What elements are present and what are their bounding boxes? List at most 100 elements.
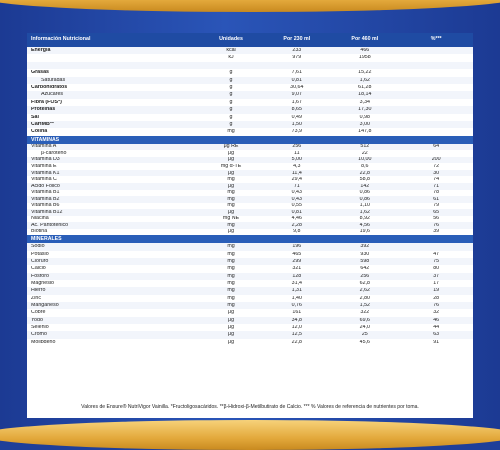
row-value-vr: 61 <box>433 196 440 202</box>
table-row: Hierro mg 1,31 2,62 19 <box>27 287 473 295</box>
row-value-230: 12,0 <box>291 325 302 331</box>
row-value-460: 61,28 <box>358 85 372 90</box>
row-value-230: 11 <box>294 150 300 156</box>
row-unit: mg <box>227 273 235 279</box>
table-row: Fósforo mg 128 256 37 <box>27 272 473 281</box>
row-unit: mg <box>227 203 235 209</box>
row-value-230: 31,4 <box>291 281 302 287</box>
table-row: kJ 979 1958 <box>27 54 473 61</box>
row-unit: mg <box>227 196 235 202</box>
row-name: Vitamina E <box>31 163 57 169</box>
row-value-230: 1,31 <box>291 288 302 294</box>
row-unit: mg α-TE <box>220 163 242 169</box>
row-value-230: 4,3 <box>293 163 301 169</box>
row-value-460: 930 <box>360 251 370 257</box>
table-row: Vitamina B2 mg 0,43 0,86 61 <box>27 196 473 203</box>
section-vitamins: VITAMINAS <box>27 135 473 144</box>
row-value-230: 979 <box>292 55 302 61</box>
row-unit: μg RE <box>223 144 239 150</box>
row-value-230: 8,65 <box>291 107 302 113</box>
row-value-vr: 79 <box>433 203 440 209</box>
table-row: Fibra (FOS*) g 1,67 3,34 <box>27 99 473 106</box>
row-value-vr: 46 <box>433 317 440 323</box>
row-value-230: 321 <box>292 266 302 272</box>
table-row: Ácido Fólico μg 71 142 71 <box>27 182 473 190</box>
row-value-460: 512 <box>360 144 370 150</box>
row-unit: mg <box>227 281 235 287</box>
row-value-230: 0,81 <box>291 209 302 215</box>
row-value-vr: 71 <box>433 183 440 189</box>
row-value-230: 196 <box>292 244 302 250</box>
row-value-460: 1,10 <box>359 203 370 209</box>
row-value-vr: 30 <box>433 170 440 176</box>
table-row: Vitamina C mg 29,4 58,8 74 <box>27 176 473 183</box>
table-row: Biotina μg 9,8 19,6 39 <box>27 229 473 236</box>
row-name: CaHMB** <box>31 121 54 127</box>
row-value-230: 71 <box>293 183 300 189</box>
row-name: Zinc <box>31 295 42 301</box>
table-row: Saturadas g 0,81 1,62 <box>27 76 473 84</box>
row-unit: μg <box>228 332 235 338</box>
row-unit: mg <box>227 251 235 257</box>
row-value-vr: 80 <box>433 266 440 272</box>
row-name: Vitamina D3 <box>31 157 60 163</box>
row-value-vr: 200 <box>431 157 441 163</box>
table-row: Magnesio mg 31,4 62,8 17 <box>27 280 473 287</box>
row-value-230: 29,4 <box>291 177 302 183</box>
row-name: Sodio <box>31 244 45 250</box>
row-value-460: 466 <box>360 48 370 54</box>
row-value-vr: 37 <box>433 273 440 279</box>
row-value-460: 22,8 <box>359 170 370 176</box>
row-name: Biotina <box>31 229 48 235</box>
table-row: Calcio mg 321 642 80 <box>27 265 473 272</box>
row-value-230: 9,8 <box>293 229 301 235</box>
table-row: Vitamina B6 mg 0,55 1,10 79 <box>27 203 473 210</box>
row-unit: g <box>229 70 233 76</box>
row-value-vr: 78 <box>433 190 440 196</box>
row-name: Cobre <box>31 310 46 316</box>
footnote: Valores de Ensure® NutriVigor Vainilla. … <box>81 403 419 410</box>
row-value-460: 19,6 <box>359 229 370 235</box>
row-value-vr: 28 <box>433 295 440 301</box>
table-row: Zinc mg 1,40 2,80 28 <box>27 295 473 302</box>
row-unit: μg <box>228 310 235 316</box>
row-name: Ácido Fólico <box>31 183 60 189</box>
row-value-460: 598 <box>360 259 370 265</box>
row-value-vr: 76 <box>433 303 440 309</box>
row-value-vr: 19 <box>433 288 440 294</box>
header-230: Por 230 ml <box>283 36 311 43</box>
row-value-460: 10,00 <box>358 157 372 163</box>
table-row: β-caroteno μg 11 22 <box>27 150 473 157</box>
row-value-230: 0,43 <box>291 190 302 196</box>
row-name: Vitamina C <box>31 177 57 183</box>
table-row: Potasio mg 465 930 47 <box>27 251 473 258</box>
row-unit: μg <box>228 229 235 235</box>
row-unit: μg <box>228 183 235 189</box>
row-value-460: 69,6 <box>359 317 370 323</box>
row-value-460: 3,00 <box>359 121 370 127</box>
row-value-460: 15,22 <box>358 70 372 76</box>
row-name: Potasio <box>31 251 49 257</box>
row-unit: μg <box>228 339 235 345</box>
row-value-460: 142 <box>360 183 370 189</box>
row-value-460: 0,98 <box>359 114 370 120</box>
table-row: Niacina mg NE 4,46 8,92 56 <box>27 216 473 223</box>
row-value-vr: 74 <box>433 177 440 183</box>
row-value-460: 58,8 <box>359 177 370 183</box>
row-value-230: 256 <box>292 144 302 150</box>
row-value-460: 256 <box>360 273 370 279</box>
table-row <box>27 61 473 70</box>
row-name: β-caroteno <box>41 150 67 156</box>
row-name: Selenio <box>31 325 49 331</box>
row-unit: mg <box>227 288 235 294</box>
row-name: Energía <box>31 48 51 54</box>
row-name: Cloruro <box>31 259 49 265</box>
row-value-230: 11,4 <box>291 170 302 176</box>
row-value-460: 1,62 <box>359 77 370 83</box>
table-row: Vitamina E mg α-TE 4,3 8,6 72 <box>27 163 473 170</box>
row-value-vr: 17 <box>433 281 440 287</box>
row-unit: g <box>229 99 233 105</box>
row-name: Vitamina B6 <box>31 203 60 209</box>
row-value-460: 3,34 <box>359 99 370 105</box>
